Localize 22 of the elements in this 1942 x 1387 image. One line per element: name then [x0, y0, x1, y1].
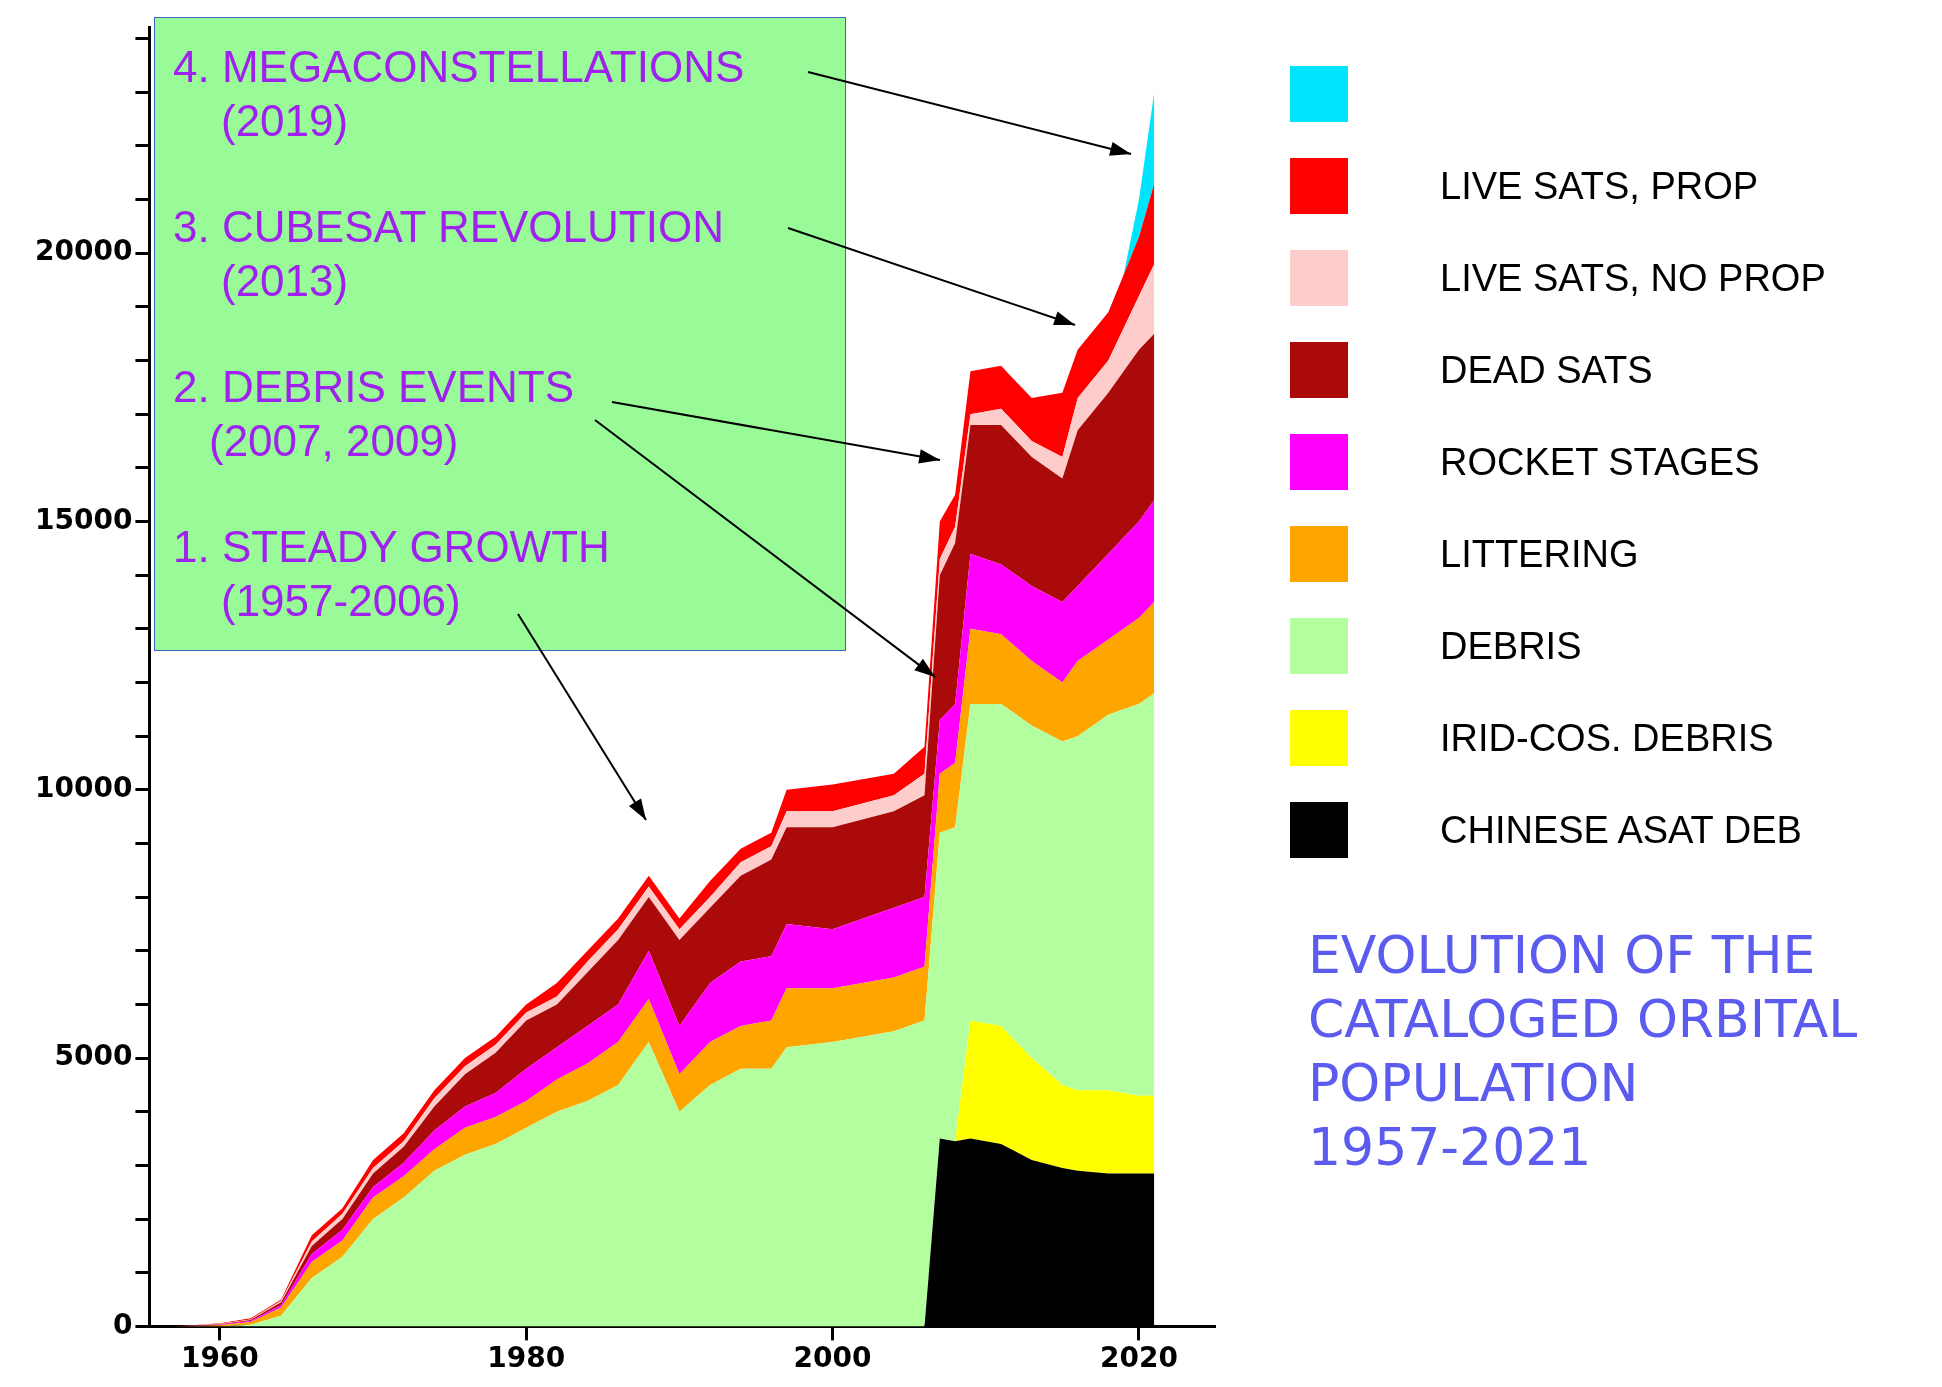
- text: LITTERING: [1440, 532, 1639, 576]
- annotation: 1. STEADY GROWTH (1957-2006): [173, 521, 610, 627]
- text: IRID-COS. DEBRIS: [1440, 716, 1774, 760]
- y-tick-label: 5000: [54, 1039, 133, 1073]
- y-tick-label: 15000: [34, 502, 133, 536]
- text: LIVE SATS, PROP: [1440, 164, 1759, 208]
- text: CHINESE ASAT DEB: [1440, 808, 1802, 852]
- x-tick-label: 2020: [1099, 1341, 1178, 1375]
- x-tick-label: 1980: [487, 1341, 566, 1375]
- text: DEAD SATS: [1440, 348, 1653, 392]
- annotation: 2. DEBRIS EVENTS (2007, 2009): [173, 361, 575, 467]
- text: LIVE SATS, NO PROP: [1440, 256, 1826, 300]
- y-tick-label: 0: [112, 1307, 133, 1341]
- x-tick-label: 1960: [180, 1341, 259, 1375]
- text: DEBRIS: [1440, 624, 1582, 668]
- annotation: 3. CUBESAT REVOLUTION (2013): [173, 201, 724, 307]
- annotation: 4. MEGACONSTELLATIONS (2019): [173, 41, 745, 147]
- y-tick-label: 20000: [34, 234, 133, 268]
- y-tick-label: 10000: [34, 771, 133, 805]
- text: ROCKET STAGES: [1440, 440, 1760, 484]
- x-tick-label: 2000: [793, 1341, 872, 1375]
- chart-title: EVOLUTION OF THE CATALOGED ORBITAL POPULATION 1957-2021: [1308, 925, 1858, 1177]
